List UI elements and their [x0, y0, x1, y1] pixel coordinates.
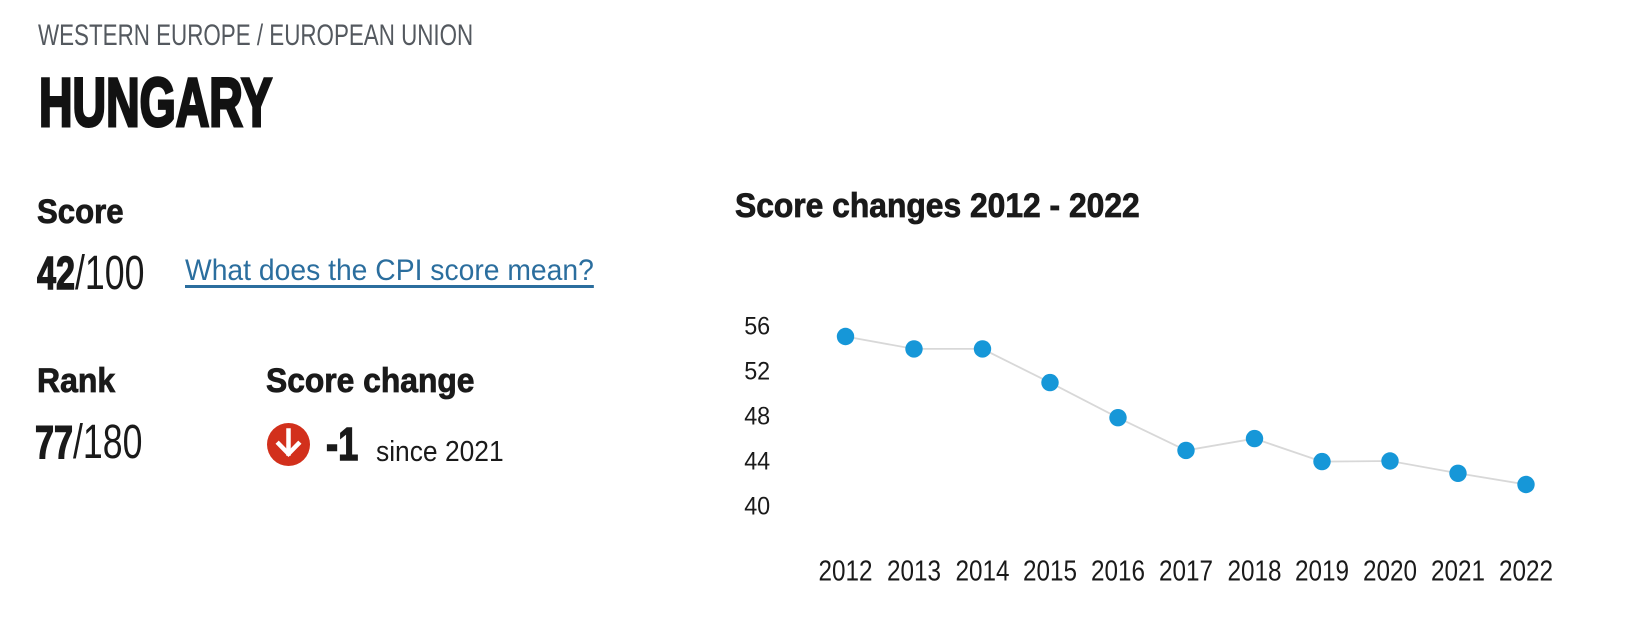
svg-text:2019: 2019 — [1295, 556, 1349, 588]
svg-text:2014: 2014 — [956, 556, 1010, 588]
svg-text:2018: 2018 — [1228, 556, 1282, 588]
svg-text:2017: 2017 — [1159, 556, 1213, 588]
svg-text:44: 44 — [744, 448, 770, 476]
svg-text:2021: 2021 — [1431, 556, 1485, 588]
svg-text:2012: 2012 — [819, 556, 873, 588]
svg-text:48: 48 — [744, 403, 770, 431]
svg-text:2013: 2013 — [887, 556, 941, 588]
svg-text:2022: 2022 — [1499, 556, 1553, 588]
svg-text:2016: 2016 — [1091, 556, 1145, 588]
svg-text:52: 52 — [744, 358, 770, 386]
svg-text:2015: 2015 — [1023, 556, 1077, 588]
svg-text:2020: 2020 — [1363, 556, 1417, 588]
svg-text:56: 56 — [744, 313, 770, 341]
svg-text:40: 40 — [744, 493, 770, 521]
